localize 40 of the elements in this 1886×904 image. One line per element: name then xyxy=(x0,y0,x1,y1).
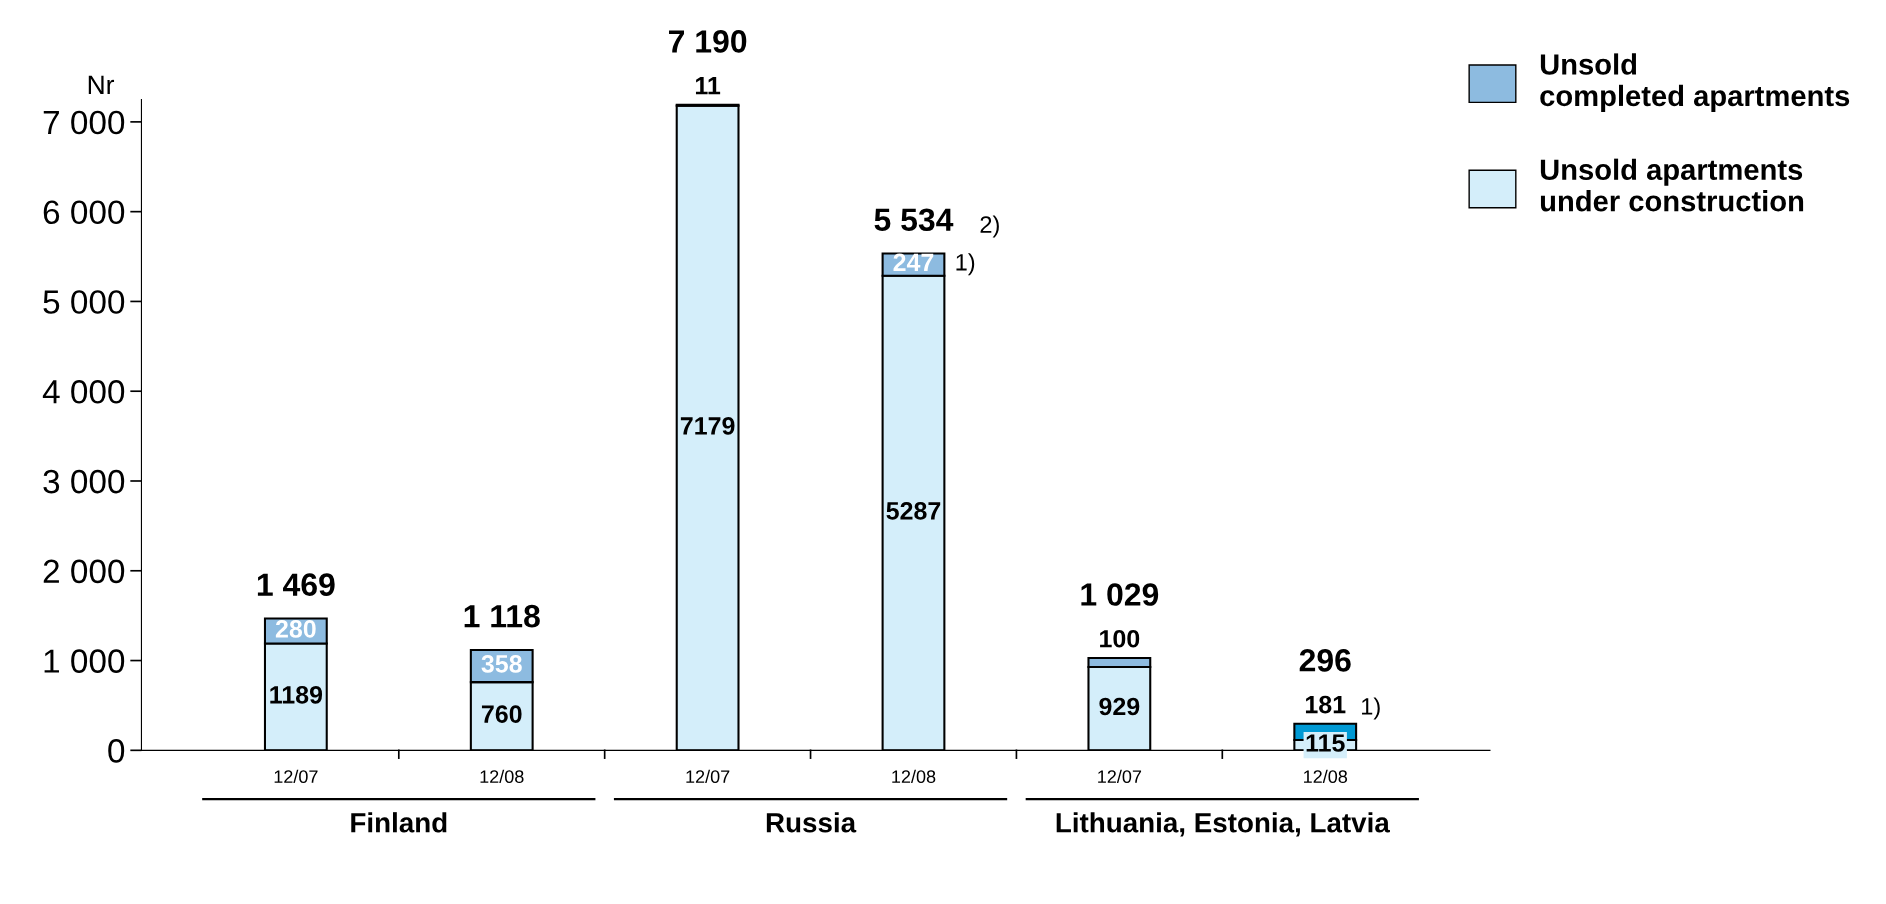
text: Finland xyxy=(351,812,447,833)
x-tick-label: 12/08 xyxy=(1304,769,1348,784)
y-tick-label: 0 xyxy=(108,739,125,763)
data-label: 1189 xyxy=(270,685,323,704)
data-label: 280 xyxy=(275,620,316,638)
annotation: 1) xyxy=(1362,697,1380,720)
total-label: 1 029 xyxy=(1081,583,1159,606)
y-tick-label: 2 000 xyxy=(43,559,125,584)
text: Russia xyxy=(766,812,857,833)
data-label: 247 xyxy=(893,253,934,272)
data-label: 929 xyxy=(1099,697,1140,716)
y-tick-label: 4 000 xyxy=(42,380,125,404)
x-tick-label: 12/08 xyxy=(892,769,936,784)
data-label: 760 xyxy=(481,705,522,723)
data-label: 358 xyxy=(481,655,522,673)
x-tick-label: 12/07 xyxy=(1098,769,1142,784)
y-axis-title: Nr xyxy=(88,75,115,94)
y-tick-label: 7 000 xyxy=(43,110,125,135)
y-tick-label: 3 000 xyxy=(43,469,125,494)
total-label: 1 118 xyxy=(464,604,540,628)
x-tick-label: 12/07 xyxy=(686,769,730,784)
x-tick-label: 12/08 xyxy=(480,769,524,784)
total-label: 1 469 xyxy=(257,573,335,596)
legend-label: Unsold apartments under construction xyxy=(1540,158,1804,212)
y-tick-label: 1 000 xyxy=(44,649,125,673)
data-label: 5287 xyxy=(886,502,941,520)
data-label: 7179 xyxy=(680,417,735,435)
total-label: 296 xyxy=(1299,649,1351,672)
data-label: 11 xyxy=(695,77,721,95)
y-tick-label: 5 000 xyxy=(43,290,125,314)
text: Lithuania, Estonia, Latvia xyxy=(1056,812,1390,837)
legend-label: Unsold completed apartments xyxy=(1540,53,1850,112)
total-label: 7 190 xyxy=(669,30,747,53)
annotation: 1) xyxy=(956,253,975,276)
total-label: 5 534 xyxy=(874,208,954,232)
data-label: 100 xyxy=(1100,629,1140,648)
y-tick-label: 6 000 xyxy=(43,200,125,225)
x-tick-label: 12/07 xyxy=(274,769,318,784)
annotation: 2) xyxy=(980,215,999,238)
data-label: 181 xyxy=(1305,695,1346,714)
